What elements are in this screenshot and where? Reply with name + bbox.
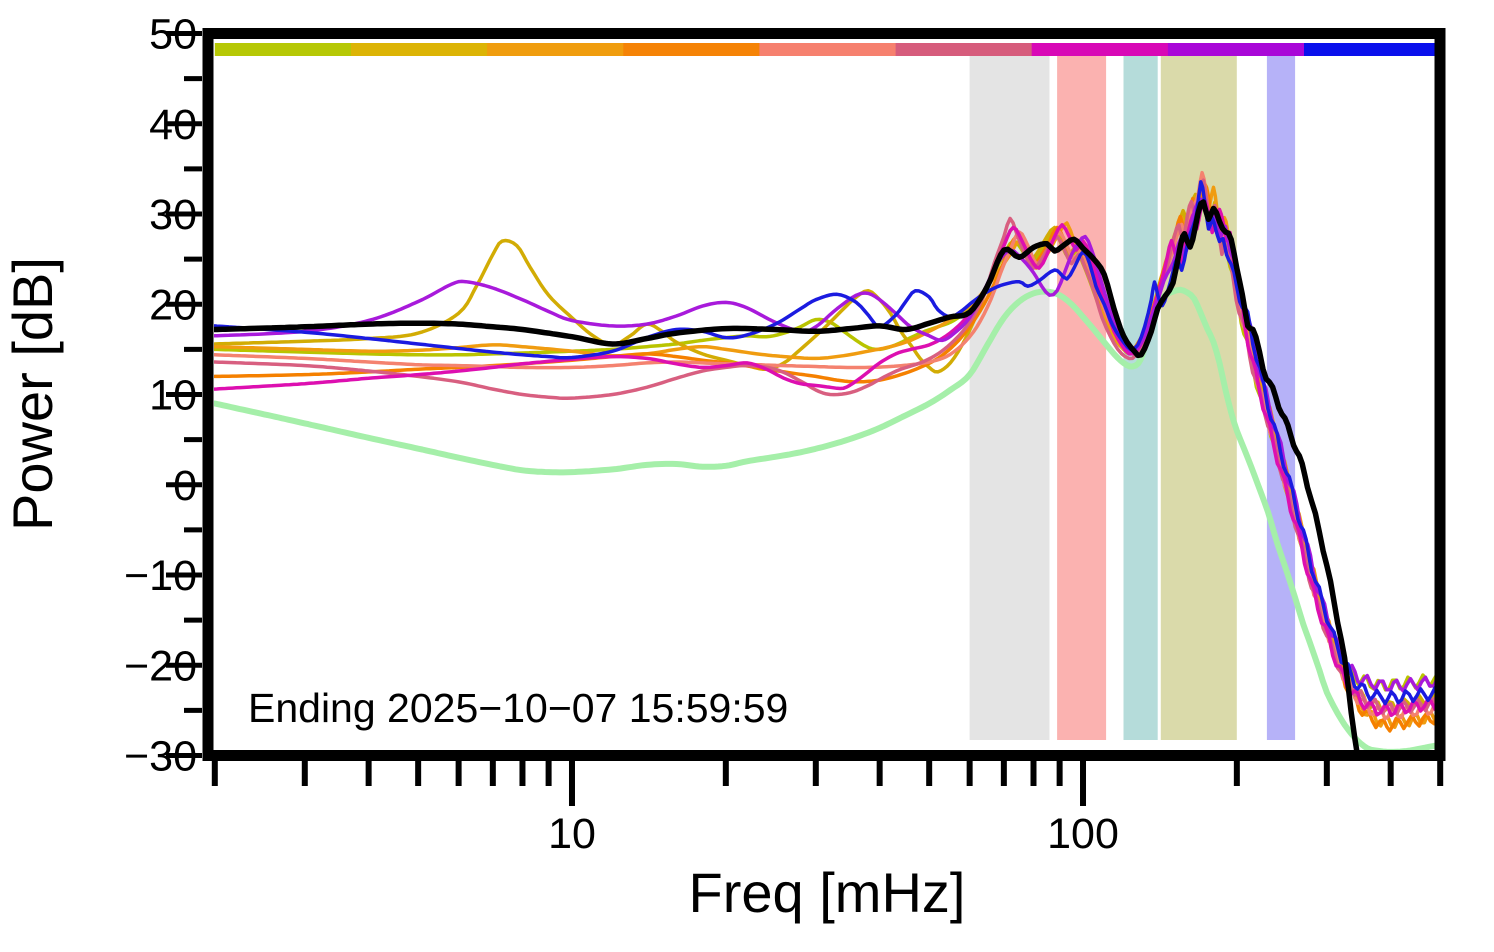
band-gray [969,56,1050,740]
series-average-black-line [214,199,1360,751]
band-olive [1160,56,1237,740]
colorbar-segment-4 [623,43,761,56]
y-tick-labels: 50 40 30 20 10 0 −10 −20 −30 [124,11,197,781]
time-colorbar [214,43,1441,56]
y-tick-label: 10 [149,372,197,420]
y-tick-label: 30 [149,191,197,239]
x-tick-labels: 10 100 [548,810,1119,858]
x-axis-title: Freq [mHz] [689,861,966,924]
colorbar-segment-6 [895,43,1033,56]
colorbar-segment-1 [214,43,352,56]
colorbar-segment-8 [1167,43,1305,56]
axis-ticks-layer [166,31,1444,806]
x-tick-label: 10 [548,810,596,858]
y-tick-label: 0 [173,462,197,510]
y-tick-label: 40 [149,101,197,149]
y-tick-label: 20 [149,281,197,329]
x-tick-label: 100 [1047,810,1119,858]
colorbar-segment-3 [487,43,624,56]
spectra-series-layer [214,170,1441,751]
frequency-bands-layer [969,56,1296,740]
series-spectrum-1-yellowgreen-line [214,188,1441,692]
series-spectrum-3-orange-line [214,185,1441,729]
y-tick-label: −30 [124,733,197,781]
colorbar-segment-5 [759,43,897,56]
annotation-ending-time: Ending 2025−10−07 15:59:59 [248,685,788,731]
series-spectrum-7-magenta-line [214,197,1441,718]
series-spectrum-4-darkorange-line [214,181,1441,733]
series-reference-green-line [214,286,1441,751]
y-tick-label: −10 [124,552,197,600]
colorbar-segment-9 [1304,43,1441,56]
y-axis-title: Power [dB] [1,257,64,531]
y-tick-label: −20 [124,642,197,690]
colorbar-segment-7 [1031,43,1169,56]
band-lavender [1266,56,1296,740]
band-teal [1123,56,1158,740]
plot-frame [202,28,1446,761]
y-tick-label: 50 [149,11,197,59]
colorbar-segment-2 [351,43,488,56]
band-pink [1057,56,1107,740]
series-spectrum-6-rose-line [214,178,1441,716]
